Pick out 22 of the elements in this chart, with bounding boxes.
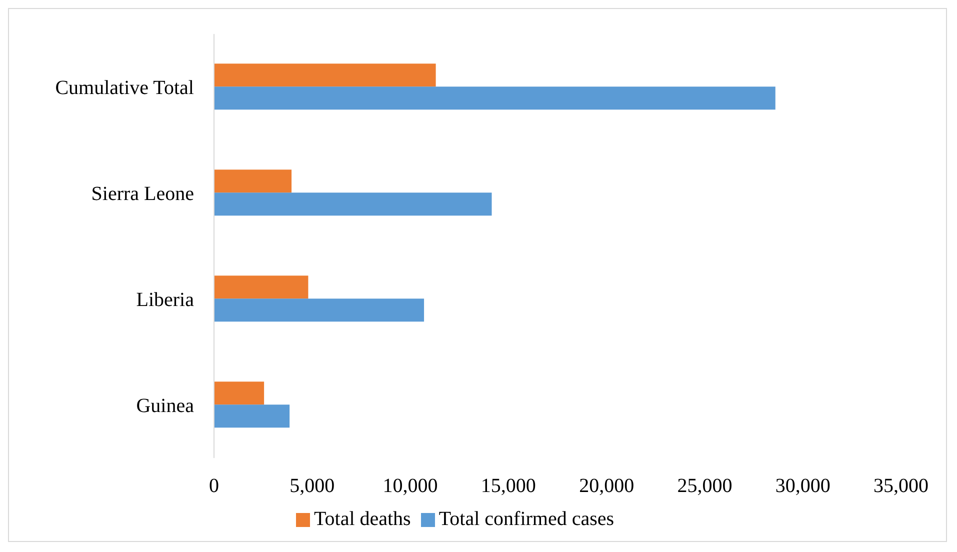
y-tick-label: Sierra Leone bbox=[91, 183, 194, 206]
bar bbox=[214, 382, 264, 405]
y-tick-label: Cumulative Total bbox=[55, 77, 194, 100]
bar bbox=[214, 298, 424, 322]
bar bbox=[214, 86, 776, 110]
bar bbox=[214, 170, 292, 193]
legend-label: Total deaths bbox=[314, 508, 411, 530]
bar bbox=[214, 192, 492, 216]
bar bbox=[214, 404, 290, 428]
x-tick-label: 10,000 bbox=[382, 475, 438, 498]
x-tick-label: 5,000 bbox=[290, 475, 335, 498]
x-tick-label: 20,000 bbox=[579, 475, 634, 498]
x-tick-label: 30,000 bbox=[775, 475, 830, 498]
y-tick-label: Guinea bbox=[136, 395, 194, 418]
x-tick-label: 25,000 bbox=[677, 475, 732, 498]
y-tick-label: Liberia bbox=[136, 289, 194, 312]
x-tick-label: 0 bbox=[209, 475, 219, 498]
legend-label: Total confirmed cases bbox=[438, 508, 614, 530]
x-tick-label: 35,000 bbox=[874, 475, 928, 498]
bar bbox=[214, 276, 308, 299]
x-tick-label: 15,000 bbox=[480, 475, 536, 498]
bar bbox=[214, 64, 436, 87]
